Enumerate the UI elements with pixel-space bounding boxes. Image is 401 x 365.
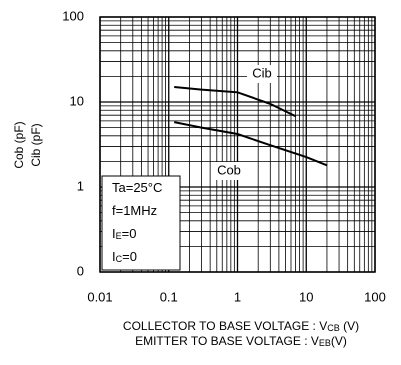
label-part: =0 — [122, 226, 137, 241]
y-tick-label: 10 — [70, 93, 84, 108]
label-part: (V) — [331, 334, 347, 348]
label-part: I — [112, 249, 116, 264]
series-label-bg — [214, 162, 244, 180]
x-tick-label: 10 — [299, 289, 313, 304]
label-part: (V) — [340, 319, 359, 333]
label-sub: C — [116, 254, 123, 264]
label-sub: E — [116, 231, 122, 241]
label-part: =0 — [122, 249, 137, 264]
label: IC=0 — [112, 249, 137, 264]
y-tick-label: 1 — [77, 178, 84, 193]
series-label: Cob — [217, 162, 241, 177]
y-tick-label: 0 — [77, 263, 84, 278]
series-label: Cib — [252, 65, 272, 80]
label: IE=0 — [112, 226, 136, 241]
label-sub: CB — [327, 323, 340, 333]
label: f=1MHz — [112, 203, 157, 218]
plot-frame — [99, 16, 376, 273]
conditions-box — [101, 175, 181, 271]
curve — [173, 121, 328, 167]
label: Ta=25°C — [112, 180, 162, 195]
label: EMITTER TO BASE VOLTAGE : VEB(V) — [135, 334, 347, 348]
y-axis-label: Cob (pF) — [12, 121, 26, 168]
label-part: COLLECTOR TO BASE VOLTAGE : V — [123, 319, 327, 333]
x-tick-label: 100 — [364, 289, 386, 304]
series-label-bg — [247, 65, 277, 83]
label-sub: EB — [319, 338, 331, 348]
label-part: f=1MHz — [112, 203, 157, 218]
label: COLLECTOR TO BASE VOLTAGE : VCB (V) — [123, 319, 359, 333]
x-tick-label: 1 — [234, 289, 241, 304]
label-part: Ta=25°C — [112, 180, 162, 195]
y-tick-label: 100 — [62, 8, 84, 23]
x-tick-label: 0.1 — [160, 289, 178, 304]
x-tick-label: 0.01 — [87, 289, 112, 304]
curve — [174, 86, 297, 118]
label-part: EMITTER TO BASE VOLTAGE : V — [135, 334, 319, 348]
label-part: I — [112, 226, 116, 241]
y-axis-label: Cib (pF) — [29, 123, 43, 166]
